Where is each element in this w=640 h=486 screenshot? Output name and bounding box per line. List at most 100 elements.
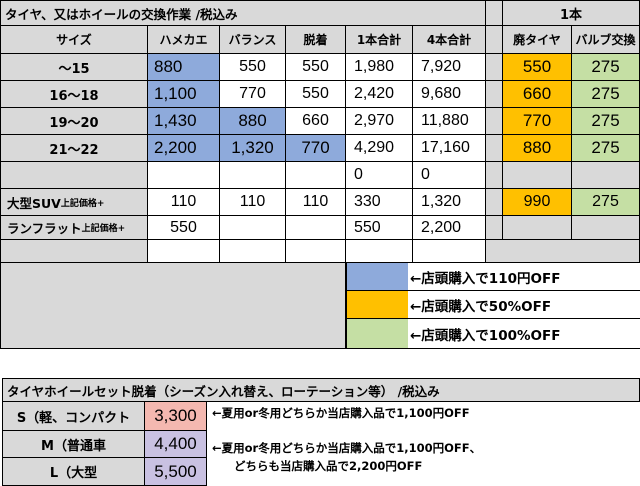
legend-text-orange: ←店頭購入で50%OFF [408, 291, 640, 319]
per-unit-header: 1本 [503, 0, 640, 26]
empty-row-label [0, 240, 148, 263]
set-price: 3,300 [145, 402, 207, 431]
price-cell [148, 162, 220, 189]
price-cell [572, 216, 640, 240]
table1-title: タイヤ、又はホイールの交換作業 /税込み [0, 0, 486, 26]
legend: ←店頭購入で110円OFF ←店頭購入で50%OFF ←店頭購入で100%OFF [346, 263, 640, 349]
price-cell: 550 [286, 81, 346, 108]
price-cell: 2,200 [413, 216, 486, 240]
empty-cell [413, 240, 486, 263]
price-cell: 1,430 [148, 108, 220, 135]
price-cell: 110 [286, 189, 346, 216]
price-cell [286, 162, 346, 189]
spacer-cell [486, 216, 503, 240]
size-label: 19〜20 [0, 108, 148, 135]
legend-swatch-orange [346, 291, 408, 319]
column-header: 4本合計 [413, 26, 486, 54]
spacer-cell [486, 108, 503, 135]
price-cell: 1,980 [346, 54, 413, 81]
price-cell: 330 [346, 189, 413, 216]
price-cell: 1,320 [220, 135, 286, 162]
size-label: 〜15 [0, 54, 148, 81]
price-cell: 770 [503, 108, 572, 135]
table2-title: タイヤホイールセット脱着（シーズン入れ替え、ローテーション等） /税込み [2, 378, 640, 402]
price-cell [286, 216, 346, 240]
price-cell: 770 [220, 81, 286, 108]
spacer-cell [486, 26, 503, 54]
spacer-cell [486, 135, 503, 162]
note-both-purchase-line2: どちらも当店購入品で2,200円OFF [234, 459, 423, 473]
price-cell: 275 [572, 135, 640, 162]
price-cell: 110 [148, 189, 220, 216]
empty-cell [148, 240, 220, 263]
legend-swatch-green [346, 319, 408, 349]
price-cell [503, 216, 572, 240]
price-cell: 770 [286, 135, 346, 162]
column-header: 脱着 [286, 26, 346, 54]
price-cell: 11,880 [413, 108, 486, 135]
price-cell: 880 [503, 135, 572, 162]
price-cell: 550 [220, 54, 286, 81]
legend-text-blue: ←店頭購入で110円OFF [408, 263, 640, 291]
price-cell: 1,320 [413, 189, 486, 216]
column-header: バランス [220, 26, 286, 54]
price-cell: 880 [220, 108, 286, 135]
column-header: 1本合計 [346, 26, 413, 54]
empty-cell [346, 240, 413, 263]
price-cell: 275 [572, 54, 640, 81]
spacer-cell [486, 189, 503, 216]
size-label: 16〜18 [0, 81, 148, 108]
row-label: 大型SUV 上記価格+ [0, 189, 148, 216]
price-cell: 660 [286, 108, 346, 135]
spacer-cell [486, 81, 503, 108]
column-header: サイズ [0, 26, 148, 54]
legend-swatch-blue [346, 263, 408, 291]
set-price: 5,500 [145, 458, 207, 486]
price-cell [503, 162, 572, 189]
size-label: 21〜22 [0, 135, 148, 162]
price-cell: 0 [346, 162, 413, 189]
price-cell: 110 [220, 189, 286, 216]
spacer-cell [486, 54, 503, 81]
price-cell: 990 [503, 189, 572, 216]
row-label: ランフラット 上記価格+ [0, 216, 148, 240]
price-cell [220, 162, 286, 189]
note-both-purchase-line1: ←夏用or冬用どちらか当店購入品で1,100円OFF、 [212, 441, 482, 455]
column-header: バルブ交換 [572, 26, 640, 54]
set-size-label: L（大型 [2, 458, 145, 486]
price-cell: 2,200 [148, 135, 220, 162]
legend-left-grey [0, 263, 346, 349]
legend-text-green: ←店頭購入で100%OFF [408, 319, 640, 349]
row-label-main: ランフラット [7, 221, 82, 236]
spacer-cell [486, 162, 503, 189]
set-size-label: M（普通車 [2, 431, 145, 458]
spacer-cell [486, 0, 503, 26]
empty-cell [486, 240, 640, 263]
price-cell: 7,920 [413, 54, 486, 81]
price-cell: 9,680 [413, 81, 486, 108]
column-header: ハメカエ [148, 26, 220, 54]
price-cell: 275 [572, 189, 640, 216]
column-header: 廃タイヤ [503, 26, 572, 54]
price-cell: 550 [346, 216, 413, 240]
price-cell: 0 [413, 162, 486, 189]
note-one-purchase: ←夏用or冬用どちらか当店購入品で1,100円OFF [212, 406, 470, 420]
price-cell: 17,160 [413, 135, 486, 162]
set-price: 4,400 [145, 431, 207, 458]
empty-cell [286, 240, 346, 263]
set-size-label: S（軽、コンパクト [2, 402, 145, 431]
price-cell: 2,970 [346, 108, 413, 135]
price-cell: 275 [572, 81, 640, 108]
price-cell: 660 [503, 81, 572, 108]
price-cell: 2,420 [346, 81, 413, 108]
price-cell [572, 162, 640, 189]
price-cell [220, 216, 286, 240]
price-cell: 550 [503, 54, 572, 81]
price-cell: 880 [148, 54, 220, 81]
row-label-note: 上記価格+ [60, 198, 105, 209]
price-cell: 4,290 [346, 135, 413, 162]
price-cell: 550 [148, 216, 220, 240]
empty-cell [220, 240, 286, 263]
price-cell: 275 [572, 108, 640, 135]
price-cell: 1,100 [148, 81, 220, 108]
